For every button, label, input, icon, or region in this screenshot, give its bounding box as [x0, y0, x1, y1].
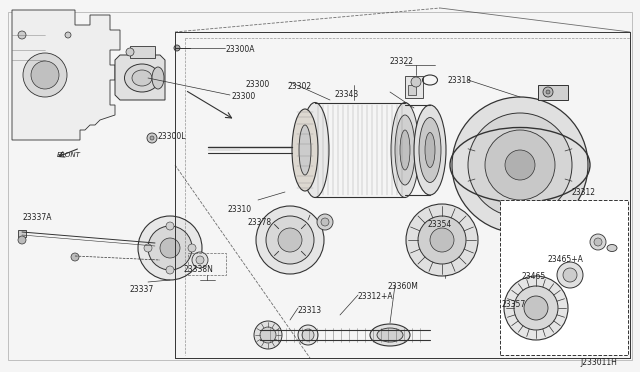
- Text: 23300A: 23300A: [226, 45, 255, 54]
- Circle shape: [160, 238, 180, 258]
- Circle shape: [468, 113, 572, 217]
- Ellipse shape: [425, 132, 435, 167]
- Circle shape: [504, 276, 568, 340]
- Circle shape: [147, 133, 157, 143]
- Ellipse shape: [400, 130, 410, 170]
- Text: 23354: 23354: [428, 220, 452, 229]
- Text: 23313: 23313: [298, 306, 322, 315]
- Circle shape: [321, 218, 329, 226]
- Ellipse shape: [419, 118, 441, 183]
- Circle shape: [18, 31, 26, 39]
- Circle shape: [65, 32, 71, 38]
- Circle shape: [266, 216, 314, 264]
- Circle shape: [452, 97, 588, 233]
- Text: 23300L: 23300L: [158, 132, 186, 141]
- Circle shape: [524, 296, 548, 320]
- Circle shape: [260, 327, 276, 343]
- Ellipse shape: [395, 115, 415, 185]
- Circle shape: [418, 216, 466, 264]
- Circle shape: [174, 45, 180, 51]
- Circle shape: [317, 214, 333, 230]
- Circle shape: [557, 262, 583, 288]
- Circle shape: [144, 244, 152, 252]
- Ellipse shape: [414, 105, 446, 195]
- Ellipse shape: [391, 103, 419, 198]
- Ellipse shape: [292, 109, 318, 191]
- Circle shape: [485, 130, 555, 200]
- Circle shape: [543, 87, 553, 97]
- Bar: [405, 76, 423, 98]
- Circle shape: [254, 321, 282, 349]
- Text: FRONT: FRONT: [57, 152, 81, 158]
- Text: 23338N: 23338N: [183, 265, 213, 274]
- Circle shape: [166, 266, 174, 274]
- Circle shape: [23, 53, 67, 97]
- Ellipse shape: [125, 64, 159, 92]
- Circle shape: [166, 222, 174, 230]
- Ellipse shape: [126, 48, 134, 56]
- Circle shape: [594, 238, 602, 246]
- Text: 23343: 23343: [335, 90, 359, 99]
- Circle shape: [546, 90, 550, 94]
- Ellipse shape: [152, 67, 164, 89]
- Circle shape: [31, 61, 59, 89]
- Text: 23465+A: 23465+A: [548, 255, 584, 264]
- Text: 23337A: 23337A: [22, 213, 51, 222]
- Polygon shape: [115, 55, 165, 100]
- Circle shape: [138, 216, 202, 280]
- Text: 23300: 23300: [246, 80, 270, 89]
- Circle shape: [148, 226, 192, 270]
- Text: 23318: 23318: [448, 76, 472, 85]
- Ellipse shape: [370, 324, 410, 346]
- Bar: [18, 230, 26, 237]
- Text: J233011H: J233011H: [580, 358, 617, 367]
- Bar: [500, 200, 628, 355]
- Circle shape: [411, 77, 421, 87]
- Circle shape: [278, 228, 302, 252]
- Bar: [188, 253, 226, 275]
- Text: 23322: 23322: [390, 57, 414, 66]
- Text: 23310: 23310: [228, 205, 252, 214]
- Circle shape: [18, 236, 26, 244]
- Circle shape: [150, 136, 154, 140]
- Ellipse shape: [299, 125, 311, 175]
- Text: 23300: 23300: [232, 92, 256, 101]
- Text: 23312+A: 23312+A: [358, 292, 394, 301]
- Circle shape: [514, 286, 558, 330]
- Ellipse shape: [132, 70, 152, 86]
- Text: 23378: 23378: [248, 218, 272, 227]
- Circle shape: [590, 234, 606, 250]
- Ellipse shape: [607, 244, 617, 251]
- Ellipse shape: [301, 103, 329, 198]
- Ellipse shape: [377, 328, 403, 342]
- Text: 23357: 23357: [502, 300, 526, 309]
- Circle shape: [71, 253, 79, 261]
- Text: 23312: 23312: [572, 188, 596, 197]
- Bar: [130, 46, 155, 58]
- Circle shape: [406, 204, 478, 276]
- Circle shape: [256, 206, 324, 274]
- Bar: [538, 85, 568, 100]
- Circle shape: [563, 268, 577, 282]
- Text: 23337: 23337: [130, 285, 154, 294]
- Text: 23360M: 23360M: [388, 282, 419, 291]
- Circle shape: [430, 228, 454, 252]
- Circle shape: [192, 252, 208, 268]
- Circle shape: [302, 329, 314, 341]
- Text: 23302: 23302: [288, 82, 312, 91]
- Circle shape: [188, 244, 196, 252]
- Bar: [408, 85, 416, 95]
- Polygon shape: [12, 10, 120, 140]
- Circle shape: [298, 325, 318, 345]
- Circle shape: [505, 150, 535, 180]
- Circle shape: [196, 256, 204, 264]
- Text: 23465: 23465: [522, 272, 547, 281]
